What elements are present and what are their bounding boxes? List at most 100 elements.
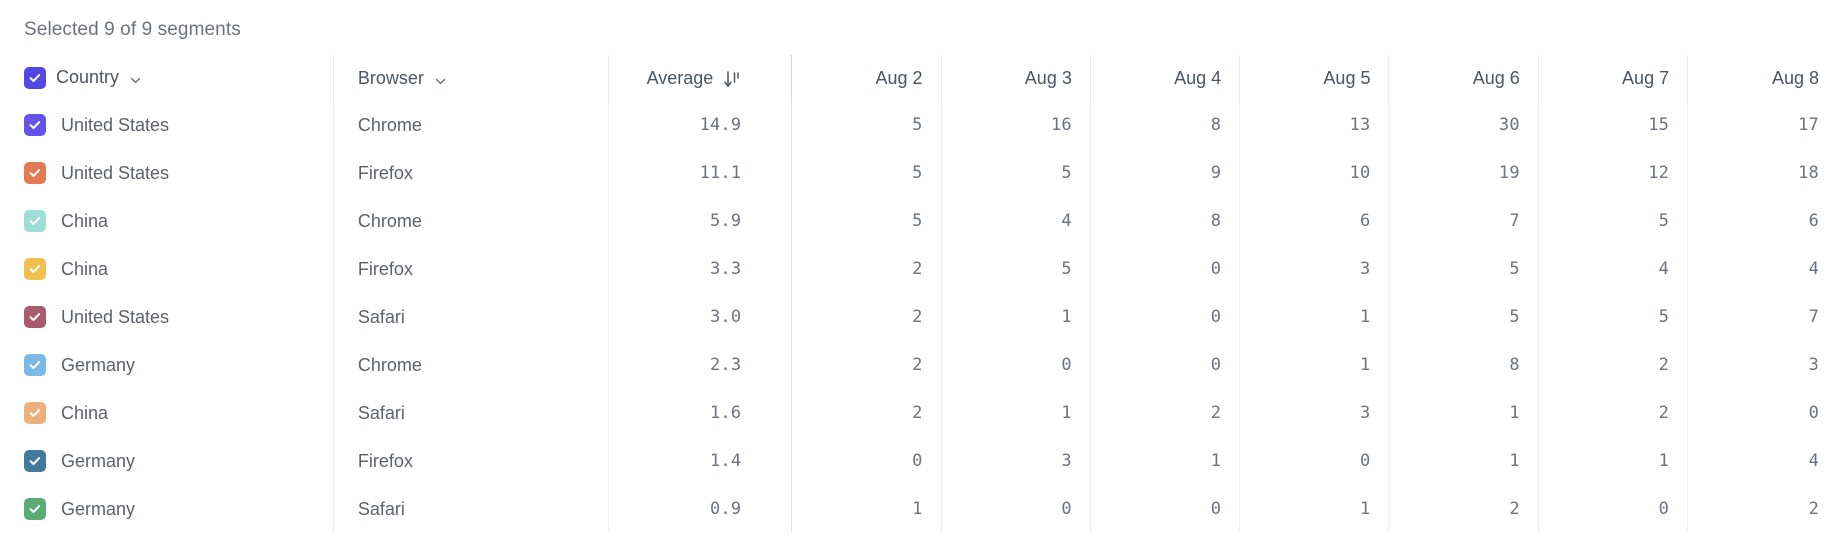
cell-day-3: 13 [1239, 101, 1389, 149]
cell-day-4: 5 [1388, 293, 1539, 341]
cell-day-6: 3 [1687, 341, 1837, 389]
cell-spacer [759, 245, 792, 293]
column-header-browser[interactable]: Browser [332, 55, 609, 101]
cell-spacer [759, 149, 792, 197]
table-row[interactable]: China Safari 1.6 2 1 2 3 1 2 0 [0, 389, 1837, 437]
cell-day-3: 10 [1239, 149, 1389, 197]
cell-day-5: 5 [1537, 197, 1688, 245]
country-label: China [61, 402, 109, 423]
chevron-down-icon[interactable] [434, 72, 447, 85]
select-all-checkbox[interactable] [24, 66, 46, 89]
cell-day-5: 15 [1537, 101, 1688, 149]
cell-day-3: 1 [1239, 341, 1389, 389]
cell-day-4: 7 [1388, 197, 1539, 245]
cell-day-1: 16 [940, 101, 1091, 149]
cell-day-3: 3 [1239, 389, 1389, 437]
cell-day-6: 18 [1687, 149, 1837, 197]
row-checkbox[interactable] [24, 258, 46, 280]
column-header-day-2[interactable]: Aug 4 [1089, 55, 1240, 101]
cell-day-5: 2 [1537, 341, 1688, 389]
cell-day-0: 2 [791, 293, 942, 341]
cell-country: United States [0, 293, 334, 341]
column-header-day-5[interactable]: Aug 7 [1537, 55, 1688, 101]
cell-day-6: 2 [1687, 485, 1837, 533]
table-row[interactable]: China Firefox 3.3 2 5 0 3 5 4 4 [0, 245, 1837, 293]
cell-spacer [759, 197, 792, 245]
table-row[interactable]: Germany Firefox 1.4 0 3 1 0 1 1 4 [0, 437, 1837, 485]
cell-browser: Safari [332, 389, 609, 437]
cell-day-4: 5 [1388, 245, 1539, 293]
table-header-row: Country Browser [0, 55, 1837, 101]
cell-day-6: 4 [1687, 437, 1837, 485]
column-header-country[interactable]: Country [0, 55, 334, 101]
cell-day-6: 17 [1687, 101, 1837, 149]
cell-average: 1.4 [608, 437, 760, 485]
cell-day-3: 0 [1239, 437, 1389, 485]
column-header-day-1[interactable]: Aug 3 [940, 55, 1091, 101]
country-label: Germany [61, 498, 136, 519]
row-checkbox[interactable] [24, 114, 46, 136]
cell-average: 3.0 [608, 293, 760, 341]
cell-day-6: 7 [1687, 293, 1837, 341]
cell-day-1: 5 [940, 245, 1091, 293]
table-row[interactable]: United States Chrome 14.9 5 16 8 13 30 15 17 [0, 101, 1837, 149]
column-header-day-3[interactable]: Aug 5 [1239, 55, 1389, 101]
cell-day-0: 0 [791, 437, 942, 485]
cell-spacer [759, 485, 792, 533]
country-label: China [61, 210, 109, 231]
country-label: United States [61, 306, 170, 327]
cell-day-5: 0 [1537, 485, 1688, 533]
column-header-country-label: Country [56, 67, 120, 87]
cell-browser: Safari [332, 485, 609, 533]
column-header-average[interactable]: Average [608, 55, 760, 101]
cell-browser: Firefox [332, 245, 609, 293]
cell-day-5: 12 [1537, 149, 1688, 197]
chevron-down-icon[interactable] [129, 71, 142, 84]
cell-day-5: 5 [1537, 293, 1688, 341]
table-row[interactable]: China Chrome 5.9 5 4 8 6 7 5 6 [0, 197, 1837, 245]
table-row[interactable]: United States Firefox 11.1 5 5 9 10 19 12 18 [0, 149, 1837, 197]
cell-day-4: 2 [1388, 485, 1539, 533]
cell-spacer [759, 389, 792, 437]
table-row[interactable]: Germany Safari 0.9 1 0 0 1 2 0 2 [0, 485, 1837, 533]
cell-day-5: 2 [1537, 389, 1688, 437]
country-label: Germany [61, 450, 136, 471]
sort-descending-icon[interactable] [724, 70, 741, 89]
column-header-day-4[interactable]: Aug 6 [1388, 55, 1539, 101]
cell-day-4: 1 [1388, 437, 1539, 485]
cell-day-6: 4 [1687, 245, 1837, 293]
cell-day-1: 4 [940, 197, 1091, 245]
cell-day-6: 0 [1687, 389, 1837, 437]
cell-day-1: 5 [940, 149, 1091, 197]
row-checkbox[interactable] [24, 402, 46, 424]
cell-country: United States [0, 149, 334, 197]
cell-country: United States [0, 101, 334, 149]
cell-country: China [0, 197, 334, 245]
cell-day-2: 9 [1089, 149, 1240, 197]
cell-day-4: 8 [1388, 341, 1539, 389]
cell-day-3: 1 [1239, 293, 1389, 341]
table-row[interactable]: United States Safari 3.0 2 1 0 1 5 5 7 [0, 293, 1837, 341]
cell-day-0: 1 [791, 485, 942, 533]
row-checkbox[interactable] [24, 498, 46, 520]
table-row[interactable]: Germany Chrome 2.3 2 0 0 1 8 2 3 [0, 341, 1837, 389]
segments-table: Country Browser [0, 55, 1837, 533]
cell-day-2: 8 [1089, 101, 1240, 149]
cell-average: 3.3 [608, 245, 760, 293]
cell-day-0: 5 [791, 149, 942, 197]
column-header-day-6[interactable]: Aug 8 [1687, 55, 1837, 101]
row-checkbox[interactable] [24, 210, 46, 232]
row-checkbox[interactable] [24, 306, 46, 328]
cell-day-1: 1 [940, 293, 1091, 341]
row-checkbox[interactable] [24, 162, 46, 184]
row-checkbox[interactable] [24, 354, 46, 376]
cell-day-3: 3 [1239, 245, 1389, 293]
cell-day-2: 0 [1089, 485, 1240, 533]
country-label: Germany [61, 354, 136, 375]
column-header-day-0[interactable]: Aug 2 [791, 55, 942, 101]
row-checkbox[interactable] [24, 450, 46, 472]
cell-day-4: 1 [1388, 389, 1539, 437]
column-header-spacer [759, 55, 792, 101]
cell-country: China [0, 245, 334, 293]
cell-browser: Firefox [332, 437, 609, 485]
